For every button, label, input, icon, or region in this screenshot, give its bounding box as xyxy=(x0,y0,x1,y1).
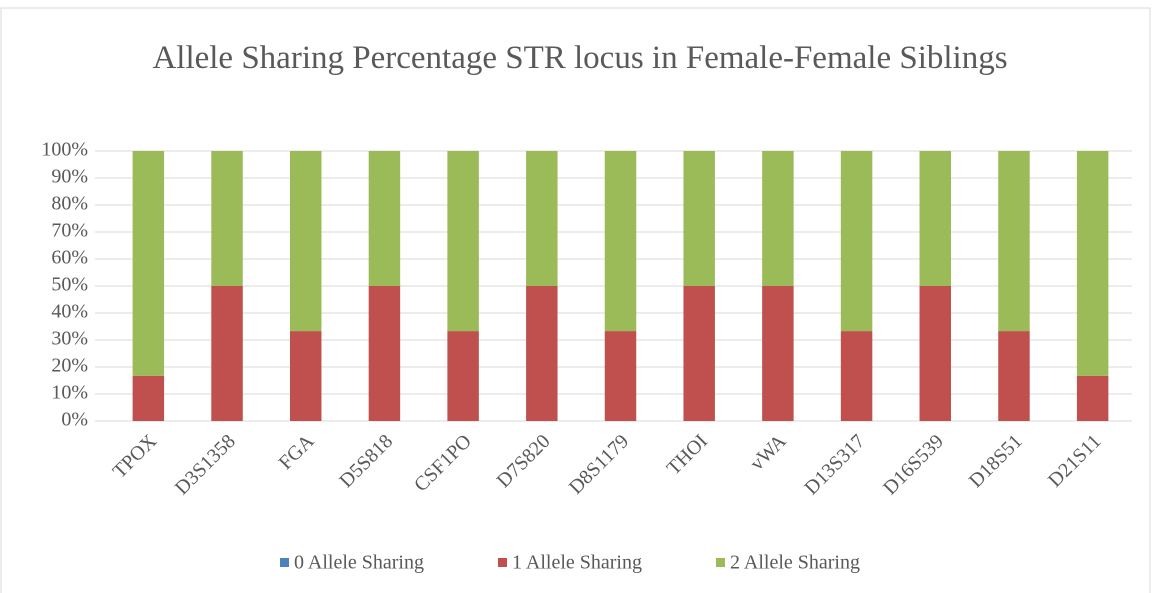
x-tick-label: FGA xyxy=(275,430,319,474)
y-tick-label: 20% xyxy=(51,355,88,377)
bar-segment xyxy=(368,286,401,421)
legend-swatch xyxy=(716,558,725,567)
bar-segment xyxy=(840,331,873,421)
x-tick-label: D13S317 xyxy=(800,430,869,499)
chart-frame xyxy=(0,7,1151,593)
bar-segment xyxy=(211,151,243,286)
bar-segment xyxy=(447,331,479,421)
bar-segment xyxy=(762,151,794,286)
y-tick-label: 90% xyxy=(51,166,88,188)
bar-segment xyxy=(919,151,952,286)
x-tick-label: D21S11 xyxy=(1044,430,1105,491)
bar-segment xyxy=(919,286,952,421)
bar-segment xyxy=(762,286,794,421)
x-tick-label: D3S1358 xyxy=(171,430,240,499)
y-tick-label: 70% xyxy=(51,220,88,242)
x-tick-label: D8S1179 xyxy=(565,430,633,498)
y-tick-label: 50% xyxy=(51,274,88,296)
legend-label: 0 Allele Sharing xyxy=(294,552,424,574)
x-tick-label: D16S539 xyxy=(879,430,948,499)
bar-segment xyxy=(840,151,873,332)
x-tick-label: D7S820 xyxy=(493,430,555,492)
y-tick-label: 30% xyxy=(51,328,88,350)
bar-segment xyxy=(289,331,322,421)
bar-segment xyxy=(683,286,715,421)
x-tick-label: D18S51 xyxy=(965,430,1027,492)
x-tick-label: D5S818 xyxy=(335,430,397,492)
y-tick-label: 100% xyxy=(41,139,88,161)
y-tick-label: 80% xyxy=(51,193,88,215)
bar-segment xyxy=(604,151,637,332)
bar-segment xyxy=(447,151,479,332)
bar-segment xyxy=(526,286,558,421)
y-tick-label: 60% xyxy=(51,247,88,269)
x-tick-label: THOI xyxy=(663,430,712,479)
bar-segment xyxy=(526,151,558,286)
legend-label: 2 Allele Sharing xyxy=(730,552,860,574)
bar-segment xyxy=(1076,151,1109,376)
chart-title: Allele Sharing Percentage STR locus in F… xyxy=(152,40,1008,76)
bar-segment xyxy=(132,375,165,421)
bar-segment xyxy=(998,151,1030,332)
bar-segment xyxy=(1076,375,1109,421)
y-tick-label: 40% xyxy=(51,301,88,323)
legend-label: 1 Allele Sharing xyxy=(512,552,642,574)
bar-segment xyxy=(998,331,1030,421)
bar-segment xyxy=(211,286,243,421)
legend-swatch xyxy=(280,558,289,567)
legend-swatch xyxy=(498,558,507,567)
y-tick-label: 0% xyxy=(61,409,88,431)
bar-segment xyxy=(132,151,165,376)
bar-segment xyxy=(368,151,401,286)
x-tick-label: vWA xyxy=(746,430,791,475)
bar-segment xyxy=(683,151,715,286)
bar-segment xyxy=(604,331,637,421)
bar-segment xyxy=(289,151,322,332)
y-tick-label: 10% xyxy=(51,382,88,404)
x-tick-label: TPOX xyxy=(109,430,162,483)
x-tick-label: CSF1PO xyxy=(410,430,476,496)
